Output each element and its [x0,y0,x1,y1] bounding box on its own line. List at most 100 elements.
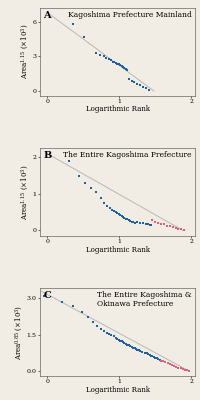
Point [137,82,140,88]
Point [108,204,111,211]
Point [150,217,153,224]
Point [83,180,86,186]
Point [187,368,190,374]
Point [147,222,150,228]
Text: A: A [43,11,51,20]
Point [174,364,177,370]
Point [114,209,117,215]
Point [121,214,124,220]
Point [134,346,137,352]
Point [147,352,150,358]
Point [82,34,85,40]
Point [153,354,156,361]
Point [115,210,118,216]
Point [132,220,135,226]
Point [144,350,148,356]
Point [144,220,147,227]
Point [176,364,179,371]
Point [154,355,158,362]
Point [71,20,75,27]
Point [99,325,102,332]
Point [111,333,115,340]
Point [138,220,141,226]
Point [144,85,147,92]
Point [102,199,105,206]
Point [127,217,130,223]
Point [80,309,83,316]
Point [94,189,97,195]
Point [124,66,127,72]
Point [179,226,182,232]
Point [125,216,128,222]
Point [164,222,168,229]
Point [121,339,124,346]
Point [141,84,144,90]
Text: The Entire Kagoshima &
Okinawa Prefecture: The Entire Kagoshima & Okinawa Prefectur… [97,291,191,308]
Point [116,336,120,343]
Point [122,215,125,221]
Y-axis label: Area$^{0.85}$ ($\times$10$^{3}$): Area$^{0.85}$ ($\times$10$^{3}$) [14,305,25,360]
Point [127,76,130,82]
Point [115,60,118,67]
Point [127,342,130,348]
Point [105,202,108,209]
Point [77,172,80,179]
Point [121,64,124,70]
Point [102,328,105,334]
X-axis label: Logarithmic Rank: Logarithmic Rank [85,386,149,394]
Point [125,342,128,348]
Point [128,343,131,349]
Point [156,220,159,226]
Point [152,354,155,360]
Point [99,195,102,202]
Point [116,61,120,68]
Point [122,65,125,71]
Point [129,344,133,350]
Point [167,361,171,368]
Point [114,334,117,341]
Point [159,358,162,364]
Point [153,218,156,225]
Point [106,56,110,62]
Point [185,367,188,374]
Point [71,303,75,309]
Text: The Entire Kagoshima Prefecture: The Entire Kagoshima Prefecture [63,151,191,159]
Point [115,336,118,342]
X-axis label: Logarithmic Rank: Logarithmic Rank [85,246,149,254]
Point [111,58,114,65]
Point [141,220,144,226]
Point [95,322,98,329]
Point [169,362,173,368]
Point [107,331,110,337]
Point [172,363,175,369]
Point [132,345,135,352]
Point [149,222,152,228]
Point [125,67,128,74]
Point [67,158,70,164]
Point [131,344,134,351]
Point [104,55,107,61]
Point [162,221,165,228]
Point [170,224,173,230]
Point [149,352,152,359]
Point [94,50,97,56]
Point [138,348,141,354]
Point [147,87,150,94]
Point [182,367,186,373]
Point [42,292,45,299]
Text: B: B [43,151,51,160]
Point [105,330,108,336]
Point [110,206,113,213]
Point [165,360,168,366]
Point [60,298,63,305]
Point [140,349,143,355]
Point [119,63,123,69]
Y-axis label: Area$^{1.15}$ ($\times$10$^{3}$): Area$^{1.15}$ ($\times$10$^{3}$) [20,164,31,220]
Point [114,60,117,66]
Point [124,341,127,347]
Y-axis label: Area$^{1.15}$ ($\times$10$^{3}$): Area$^{1.15}$ ($\times$10$^{3}$) [20,24,31,80]
Point [118,338,121,344]
Point [118,212,121,218]
Point [142,350,145,356]
Text: Kagoshima Prefecture Mainland: Kagoshima Prefecture Mainland [68,11,191,19]
